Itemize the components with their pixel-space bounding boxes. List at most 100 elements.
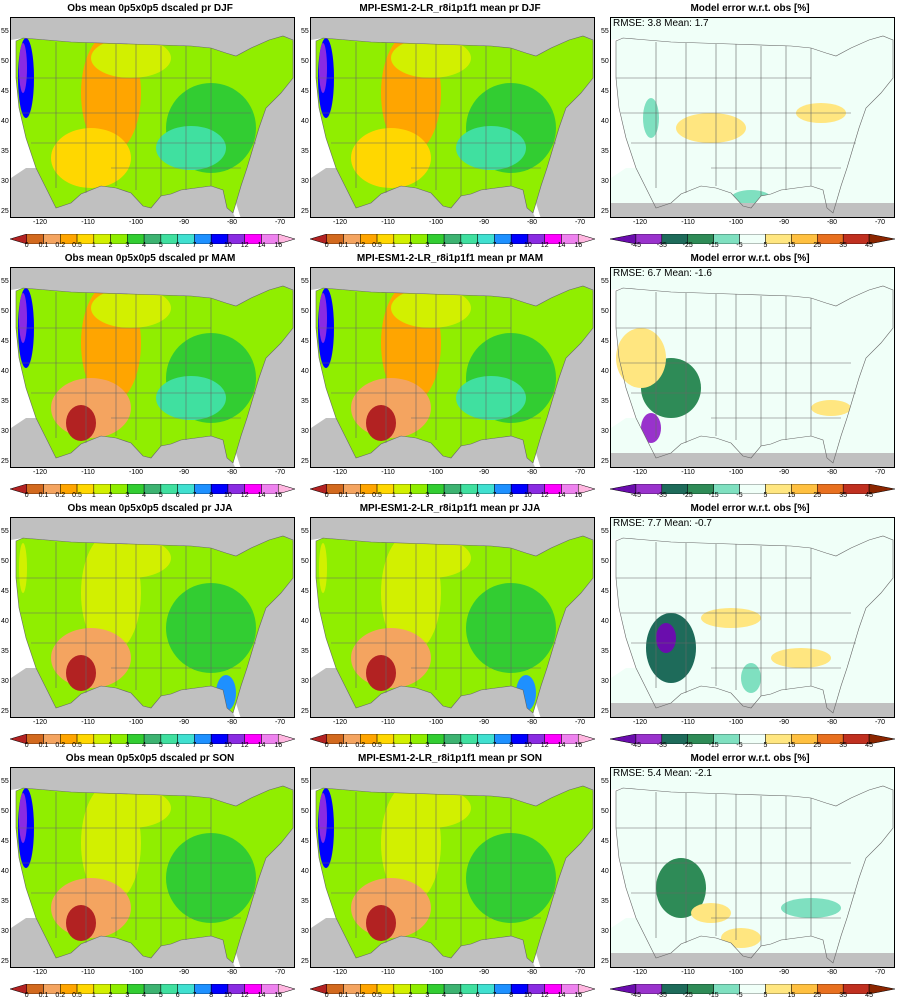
- lat-tick-label: 30: [301, 178, 309, 185]
- colorbar-label: 0: [324, 492, 329, 499]
- lat-tick-label: 45: [601, 588, 609, 595]
- mask-area: [311, 168, 535, 217]
- map-svg: [311, 518, 594, 717]
- colorbar-label: 16: [274, 742, 283, 749]
- lat-tick-label: 50: [1, 308, 9, 315]
- colorbar-label: 14: [257, 992, 266, 999]
- colorbar-label: 15: [787, 492, 796, 499]
- colorbar-label: -5: [736, 492, 743, 499]
- lon-tick-label: -80: [826, 469, 838, 476]
- lon-tick-label: -80: [826, 719, 838, 726]
- lat-tick-label: 55: [301, 278, 309, 285]
- figure.precip-colorbar: [310, 984, 595, 994]
- map-svg: [11, 268, 294, 467]
- lat-tick-label: 30: [1, 928, 9, 935]
- colorbar-label: 4: [442, 492, 447, 499]
- colorbar-label: 5: [158, 742, 163, 749]
- state-borders: [615, 35, 894, 214]
- lat-tick-label: 50: [301, 308, 309, 315]
- lat-tick-label: 35: [1, 148, 9, 155]
- colorbar-label: 7: [192, 992, 197, 999]
- lon-tick-label: -90: [778, 469, 790, 476]
- lat-tick-label: 30: [601, 678, 609, 685]
- colorbar-label: 0.2: [55, 242, 66, 249]
- lat-tick-label: 40: [1, 118, 9, 125]
- obs-panel-son: Obs mean 0p5x0p5 dscaled pr SON 25 30 35 40 4…: [0, 750, 300, 1000]
- lat-tick-label: 35: [1, 398, 9, 405]
- lon-tick-label: -80: [226, 469, 238, 476]
- lon-tick-label: -120: [32, 219, 47, 226]
- state-borders: [315, 535, 594, 714]
- colorbar-label: 10: [224, 992, 232, 999]
- lon-tick-label: -90: [478, 719, 490, 726]
- map-frame: [310, 17, 595, 218]
- panel-title: MPI-ESM1-2-LR_r8i1p1f1 mean pr MAM: [356, 253, 544, 264]
- lat-tick-label: 55: [601, 778, 609, 785]
- panel-title: Obs mean 0p5x0p5 dscaled pr MAM: [64, 253, 236, 264]
- colorbar-label: 35: [839, 742, 848, 749]
- mask-area: [236, 540, 294, 717]
- colorbar-label: 25: [813, 992, 822, 999]
- colorbar-label: 5: [158, 242, 163, 249]
- lat-tick-label: 25: [301, 208, 309, 215]
- plains-band: [391, 788, 471, 828]
- colorbar-label: 8: [509, 742, 514, 749]
- lon-tick-label: -100: [428, 719, 443, 726]
- colorbar-label: 0.2: [355, 742, 366, 749]
- colorbar-label: 16: [274, 242, 283, 249]
- mask-area: [236, 40, 294, 217]
- colorbar-label: 0.5: [372, 242, 382, 249]
- map-frame: RMSE: 7.7 Mean: -0.7: [610, 517, 895, 718]
- lat-tick-label: 40: [601, 368, 609, 375]
- country-border: [615, 785, 894, 964]
- lat-tick-label: 30: [301, 928, 309, 935]
- colorbar-label: 6: [475, 742, 480, 749]
- lon-tick-label: -110: [381, 969, 395, 976]
- land-fill: [616, 36, 893, 213]
- colorbar-label: 0.1: [338, 992, 349, 999]
- lat-tick-label: 25: [301, 708, 309, 715]
- colorbar-label: 14: [557, 242, 566, 249]
- colorbar-label: 14: [257, 242, 266, 249]
- desert-core: [366, 905, 396, 941]
- lon-tick-label: -80: [826, 219, 838, 226]
- colorbar-label: 12: [540, 492, 549, 499]
- colorbar-label: 12: [240, 742, 249, 749]
- colorbar-label: 5: [763, 992, 768, 999]
- lon-tick-label: -70: [874, 469, 886, 476]
- lat-tick-label: 50: [601, 558, 609, 565]
- lon-tick-label: -80: [526, 219, 538, 226]
- colorbar-label: 0.5: [72, 992, 82, 999]
- error-region: [691, 903, 731, 923]
- lon-tick-label: -90: [778, 219, 790, 226]
- lat-tick-label: 50: [301, 558, 309, 565]
- model-panel-jja: MPI-ESM1-2-LR_r8i1p1f1 mean pr JJA 25 30 35…: [300, 500, 600, 750]
- colorbar-label: 25: [813, 492, 822, 499]
- colorbar-label: 2: [108, 242, 113, 249]
- colorbar-label: 7: [492, 742, 497, 749]
- lon-tick-label: -120: [32, 719, 47, 726]
- lon-tick-label: -100: [728, 469, 743, 476]
- colorbar-label: 15: [787, 242, 796, 249]
- colorbar-label: 7: [192, 242, 197, 249]
- panel-title: MPI-ESM1-2-LR_r8i1p1f1 mean pr SON: [358, 753, 542, 764]
- lat-tick-label: 50: [601, 58, 609, 65]
- colorbar-label: 16: [574, 492, 583, 499]
- northwest-core: [19, 43, 27, 93]
- err-panel-djf: Model error w.r.t. obs [%] RMSE: 3.8 Mean…: [600, 0, 900, 250]
- southwest-dry: [51, 128, 131, 188]
- state-borders: [15, 535, 294, 714]
- map-frame: [310, 767, 595, 968]
- lat-tick-label: 30: [1, 178, 9, 185]
- mask-area: [611, 703, 894, 717]
- state-borders: [615, 285, 894, 464]
- lon-tick-label: -70: [874, 969, 886, 976]
- colorbar-label: 45: [865, 242, 873, 249]
- lat-tick-label: 55: [301, 528, 309, 535]
- southwest-dry: [351, 128, 431, 188]
- lat-tick-label: 40: [601, 868, 609, 875]
- colorbar-label: 10: [224, 492, 232, 499]
- colorbar-label: 7: [492, 492, 497, 499]
- colorbar-label: 0: [324, 742, 329, 749]
- northwest-core: [319, 793, 327, 843]
